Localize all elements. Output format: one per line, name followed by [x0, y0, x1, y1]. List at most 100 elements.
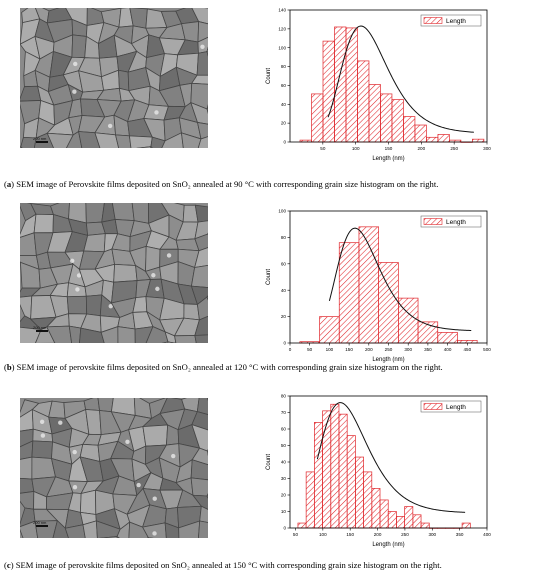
legend: Length: [420, 14, 482, 27]
x-tick-label: 450: [463, 347, 471, 352]
sem-grain: [66, 130, 83, 148]
sem-image-a: [20, 8, 208, 148]
histogram-bar: [346, 435, 356, 529]
sem-bright-spot: [72, 89, 77, 94]
sem-bright-spot: [136, 482, 141, 488]
sem-grain: [20, 136, 37, 148]
sem-bright-spot: [70, 258, 75, 263]
y-axis-label: Count: [266, 68, 272, 84]
y-tick-label: 0: [283, 341, 286, 346]
x-axis-label: Length (nm): [372, 156, 404, 162]
y-tick-label: 20: [281, 493, 287, 498]
y-axis-label: Count: [266, 454, 272, 470]
sem-grain: [136, 146, 152, 148]
panel-b: 200 nm 0 50 100 150 200 250 300 350 400 450 500 0 20…: [0, 195, 550, 385]
sem-grain: [196, 121, 208, 140]
sem-grain: [194, 233, 208, 252]
y-axis-label: Count: [266, 269, 272, 285]
y-tick-label: 60: [281, 427, 287, 432]
x-tick-label: 300: [483, 146, 491, 151]
y-tick-label: 100: [278, 45, 286, 50]
sem-grain: [100, 326, 119, 343]
sem-grain: [190, 101, 208, 125]
sem-grain: [161, 132, 184, 148]
histogram-bar: [311, 93, 324, 143]
y-tick-label: 80: [281, 394, 287, 399]
legend-label: Length: [446, 219, 466, 226]
histogram-bar: [338, 413, 348, 529]
histogram-bar: [461, 522, 471, 529]
sem-grain: [118, 69, 130, 92]
sem-grain: [183, 303, 200, 321]
scale-bar-a: [36, 141, 48, 143]
x-tick-label: 250: [401, 532, 409, 537]
histogram-bar: [404, 506, 414, 529]
histogram-bar: [437, 332, 458, 344]
histogram-bar: [355, 456, 364, 529]
y-tick-label: 80: [281, 64, 287, 69]
sem-grain: [113, 263, 138, 283]
caption-c: (c) SEM image of perovskite films deposi…: [4, 560, 442, 570]
x-tick-label: 150: [346, 532, 354, 537]
y-tick-label: 20: [281, 314, 287, 319]
scale-text-a: 200 nm: [33, 136, 47, 141]
sem-grain: [35, 326, 56, 343]
sem-grain: [150, 136, 166, 148]
sem-bright-spot: [72, 449, 77, 455]
x-tick-label: 300: [428, 532, 436, 537]
sem-grain: [82, 520, 98, 538]
sem-bright-spot: [200, 44, 205, 50]
sem-grain: [174, 335, 197, 343]
y-tick-label: 80: [281, 235, 287, 240]
sem-grain: [46, 132, 74, 148]
histogram-bar: [368, 84, 381, 143]
sem-grain: [206, 104, 208, 110]
sem-grain: [206, 108, 208, 114]
sem-grain: [194, 315, 208, 336]
legend: Length: [420, 400, 482, 413]
x-tick-label: 500: [483, 347, 491, 352]
histogram-bar: [380, 93, 393, 143]
histogram-bar: [379, 499, 389, 529]
sem-grain: [206, 398, 208, 401]
sem-grain: [83, 398, 101, 411]
x-tick-label: 150: [345, 347, 353, 352]
sem-grain: [191, 411, 208, 431]
sem-grain: [128, 135, 153, 148]
sem-grain: [196, 398, 208, 415]
sem-grain: [206, 296, 208, 301]
legend-swatch: [423, 218, 443, 225]
sem-image-c: [20, 398, 208, 538]
sem-grain: [199, 505, 208, 523]
y-tick-label: 60: [281, 83, 287, 88]
caption-tag-a: a: [6, 179, 12, 189]
histogram-bar: [437, 134, 450, 143]
x-tick-label: 200: [374, 532, 382, 537]
sem-bright-spot: [108, 303, 113, 309]
sem-bright-spot: [152, 531, 157, 536]
fit-curve: [328, 227, 472, 332]
x-tick-label: 350: [424, 347, 432, 352]
sem-bright-spot: [151, 273, 156, 278]
sem-bright-spot: [75, 287, 80, 292]
x-tick-label: 200: [365, 347, 373, 352]
x-tick-label: 50: [307, 347, 313, 352]
x-tick-label: 50: [293, 532, 299, 537]
histogram-bar: [297, 522, 307, 529]
legend-box: [420, 14, 482, 27]
histogram-bar: [412, 514, 422, 529]
sem-bright-spot: [154, 110, 159, 115]
sem-grain: [190, 477, 208, 497]
sem-bright-spot: [76, 273, 82, 278]
sem-grain: [117, 326, 136, 343]
sem-grain: [134, 326, 154, 343]
sem-grain: [31, 440, 54, 459]
sem-grain: [197, 136, 208, 148]
scale-text-c: 200 nm: [33, 520, 47, 525]
histogram-bar: [396, 516, 405, 529]
histogram-bar: [357, 60, 370, 143]
y-tick-label: 50: [281, 443, 287, 448]
caption-tag-c: c: [6, 560, 11, 570]
sem-grain: [194, 204, 208, 223]
sem-bright-spot: [39, 419, 45, 424]
